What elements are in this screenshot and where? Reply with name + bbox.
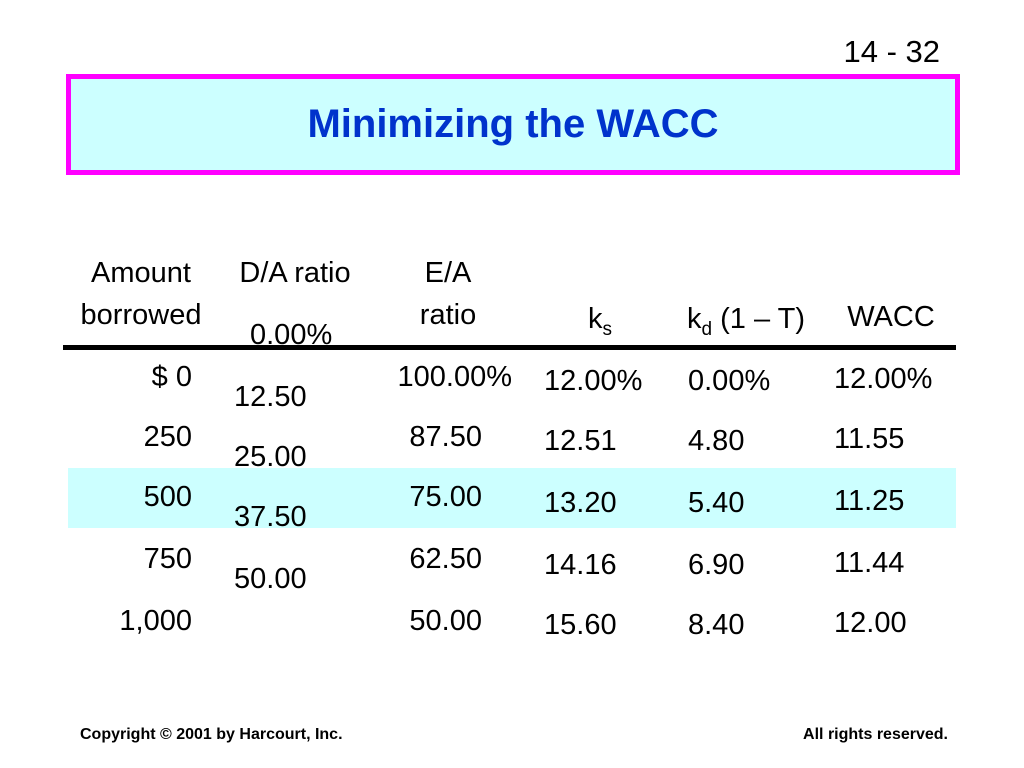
title-box: Minimizing the WACC <box>66 74 960 175</box>
header-ks-base: k <box>588 303 603 335</box>
header-kd-after-tax: kd (1 – T) <box>668 298 824 351</box>
ks-cell: 12.51 <box>544 425 617 457</box>
header-da-ratio: D/A ratio <box>239 257 351 289</box>
ea-ratio-cell: 75.00 <box>409 481 482 513</box>
highlight-row-band <box>68 468 956 528</box>
ea-ratio-cell: 87.50 <box>409 421 482 453</box>
header-kd-tail: (1 – T) <box>712 303 805 335</box>
wacc-cell: 12.00% <box>834 363 933 395</box>
amount-cell: $ 0 <box>151 361 192 393</box>
header-amount-line2: borrowed <box>80 299 202 331</box>
da-ratio-cell: 37.50 <box>234 501 307 533</box>
header-ks: ks <box>570 298 630 351</box>
ea-ratio-cell: 100.00% <box>397 361 513 393</box>
ks-cell: 13.20 <box>544 487 617 519</box>
amount-cell: 1,000 <box>119 605 192 637</box>
ea-ratio-cell: 62.50 <box>409 543 482 575</box>
wacc-cell: 11.44 <box>834 547 905 579</box>
header-amount-borrowed: Amount borrowed <box>62 252 220 336</box>
header-ea-line1: E/A <box>424 257 472 289</box>
amount-cell: 750 <box>143 543 192 575</box>
amount-cell: 500 <box>143 481 192 513</box>
kd-after-tax-cell: 5.40 <box>688 487 745 519</box>
ea-ratio-cell: 50.00 <box>409 605 482 637</box>
header-ea-ratio: E/A ratio <box>390 252 506 336</box>
header-amount-line1: Amount <box>91 257 191 289</box>
kd-after-tax-cell: 0.00% <box>688 365 771 397</box>
da-ratio-cell: 0.00% <box>250 319 333 351</box>
wacc-cell: 11.25 <box>834 485 905 517</box>
kd-after-tax-cell: 4.80 <box>688 425 745 457</box>
header-ks-sub: s <box>602 318 613 340</box>
da-ratio-cell: 12.50 <box>234 381 307 413</box>
da-ratio-cell: 25.00 <box>234 441 307 473</box>
header-rule <box>63 345 956 350</box>
amount-cell: 250 <box>143 421 192 453</box>
ks-cell: 15.60 <box>544 609 617 641</box>
header-kd-sub: d <box>701 318 713 340</box>
header-kd-base: k <box>686 303 702 335</box>
wacc-cell: 12.00 <box>834 607 907 639</box>
ks-cell: 14.16 <box>544 549 617 581</box>
slide-number: 14 - 32 <box>843 34 940 69</box>
ks-cell: 12.00% <box>544 365 643 397</box>
copyright-notice: Copyright © 2001 by Harcourt, Inc. <box>80 726 343 743</box>
header-wacc: WACC <box>847 301 935 333</box>
slide-title: Minimizing the WACC <box>307 102 719 146</box>
kd-after-tax-cell: 6.90 <box>688 549 745 581</box>
header-ea-line2: ratio <box>419 299 477 331</box>
kd-after-tax-cell: 8.40 <box>688 609 745 641</box>
da-ratio-cell: 50.00 <box>234 563 307 595</box>
rights-notice: All rights reserved. <box>803 726 948 743</box>
wacc-cell: 11.55 <box>834 423 905 455</box>
